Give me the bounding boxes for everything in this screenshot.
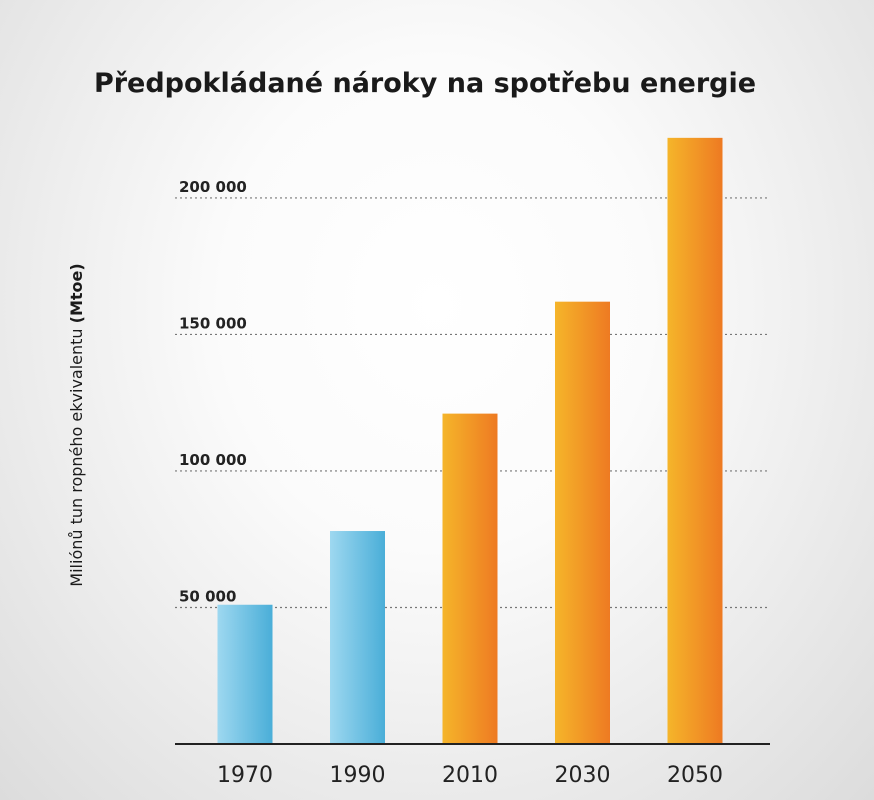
bar-2050: [667, 137, 723, 744]
bar-1990: [330, 531, 385, 744]
bar-1970: [217, 604, 273, 744]
bar-2030: [555, 301, 610, 744]
x-tick-label: 1970: [217, 763, 273, 788]
y-tick-label: 100 000: [179, 451, 247, 469]
y-tick-label: 200 000: [179, 178, 247, 196]
y-tick-label: 50 000: [179, 587, 236, 605]
y-tick-label: 150 000: [179, 314, 247, 332]
bar-2010: [442, 413, 498, 744]
bars-layer: 1970 1990 2010 2030 2050: [217, 137, 723, 788]
y-axis-label: Miliónů tun ropného ekvivalentu (Mtoe): [67, 263, 86, 586]
y-axis-label-unit: (Mtoe): [67, 263, 86, 323]
chart-title: Předpokládané nároky na spotřebu energie: [94, 68, 756, 99]
x-tick-label: 2010: [442, 763, 498, 788]
x-tick-label: 2050: [667, 763, 723, 788]
x-tick-label: 2030: [555, 763, 611, 788]
x-tick-label: 1990: [330, 763, 386, 788]
y-axis-label-main: Miliónů tun ropného ekvivalentu: [67, 323, 86, 586]
